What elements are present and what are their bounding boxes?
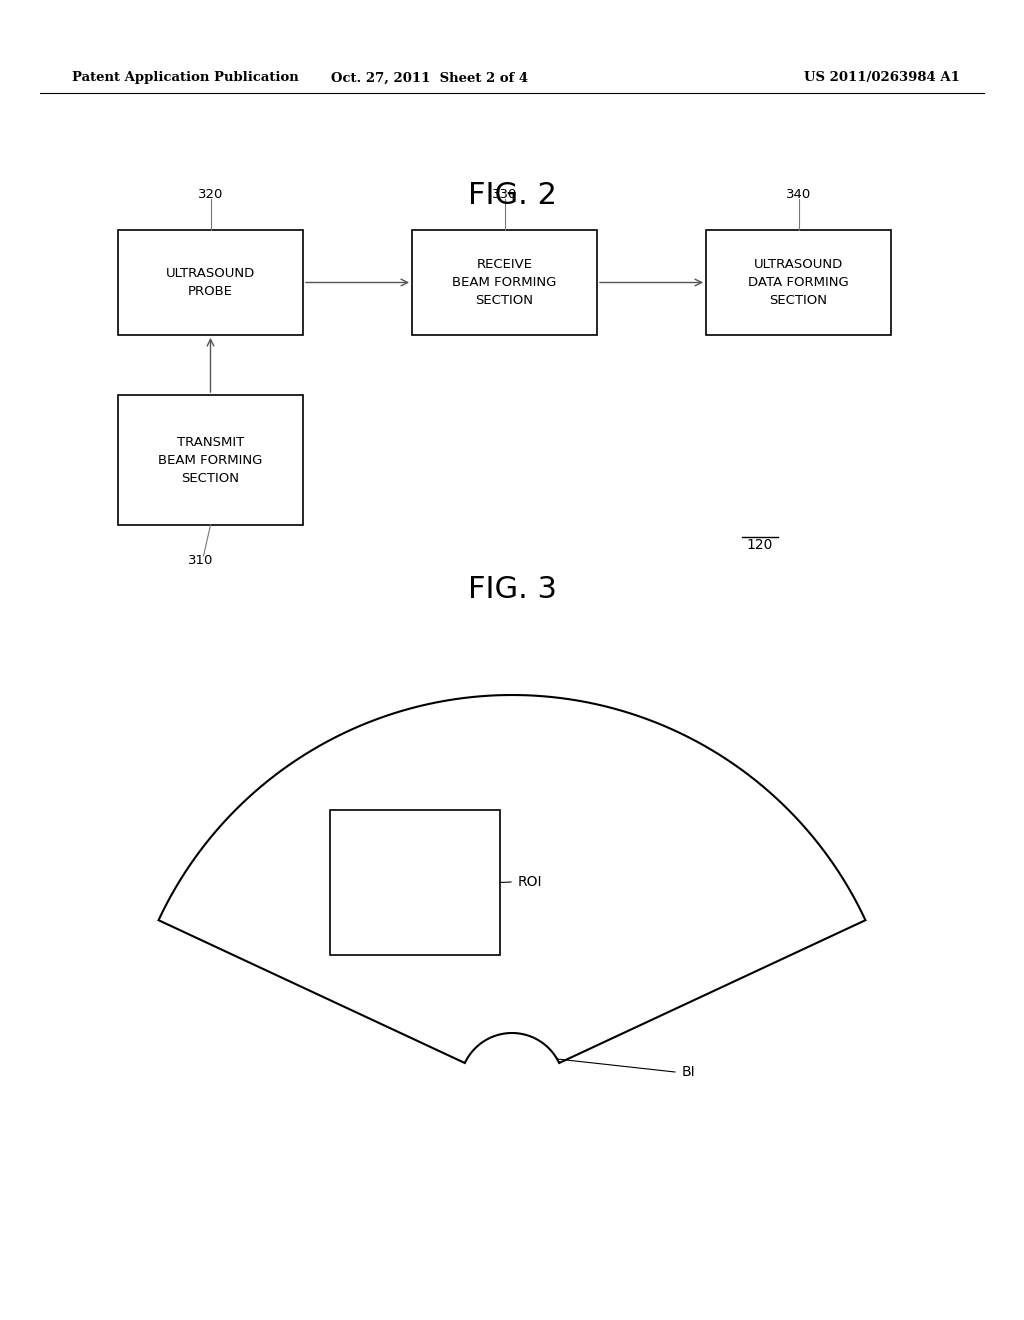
Bar — [412, 230, 597, 335]
Bar — [118, 230, 303, 335]
Text: Patent Application Publication: Patent Application Publication — [72, 71, 299, 84]
Text: Oct. 27, 2011  Sheet 2 of 4: Oct. 27, 2011 Sheet 2 of 4 — [332, 71, 528, 84]
Text: ULTRASOUND
PROBE: ULTRASOUND PROBE — [166, 267, 255, 298]
Text: FIG. 3: FIG. 3 — [468, 576, 556, 605]
Text: FIG. 2: FIG. 2 — [468, 181, 556, 210]
Bar — [706, 230, 891, 335]
Text: 340: 340 — [785, 189, 811, 202]
Bar — [330, 810, 500, 954]
Bar — [118, 395, 303, 525]
Text: 330: 330 — [492, 189, 517, 202]
Text: 310: 310 — [187, 553, 213, 566]
Text: BI: BI — [682, 1065, 695, 1078]
Text: RECEIVE
BEAM FORMING
SECTION: RECEIVE BEAM FORMING SECTION — [453, 257, 557, 308]
Text: US 2011/0263984 A1: US 2011/0263984 A1 — [804, 71, 961, 84]
Text: ULTRASOUND
DATA FORMING
SECTION: ULTRASOUND DATA FORMING SECTION — [749, 257, 849, 308]
Text: TRANSMIT
BEAM FORMING
SECTION: TRANSMIT BEAM FORMING SECTION — [159, 436, 263, 484]
Text: 320: 320 — [198, 189, 223, 202]
Text: ROI: ROI — [518, 875, 543, 888]
Text: 120: 120 — [746, 539, 773, 552]
